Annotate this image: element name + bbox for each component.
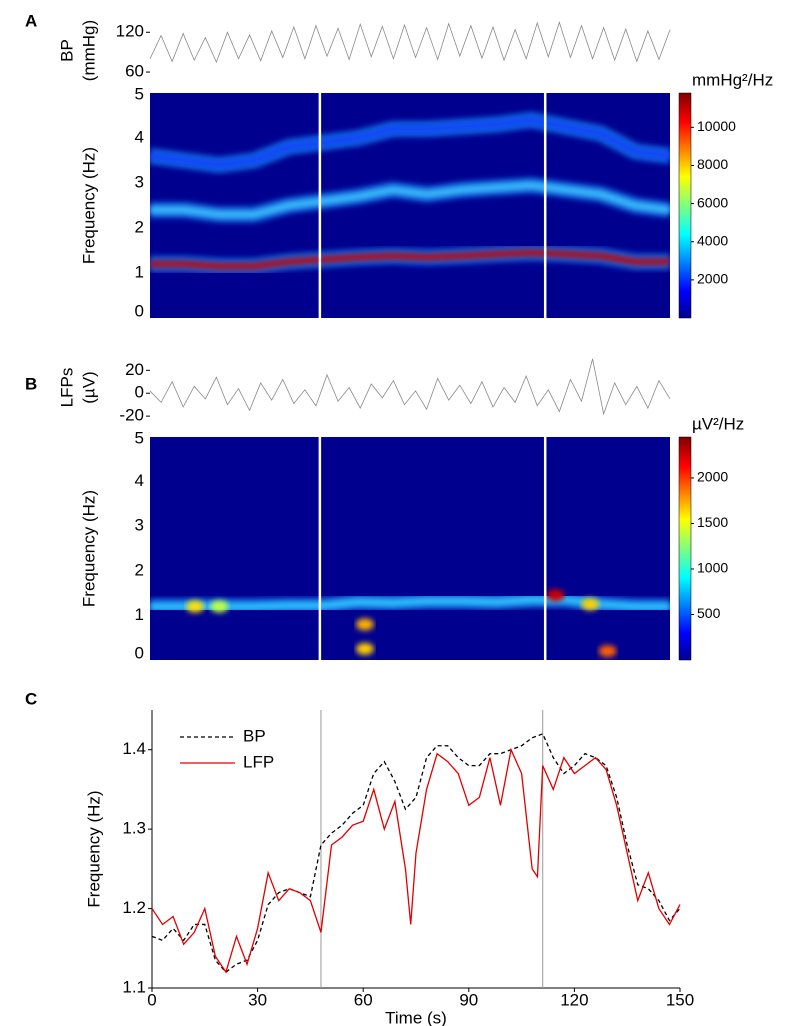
colorbar-tick-label: 1000 xyxy=(697,560,728,576)
x-tick-label: 150 xyxy=(666,990,694,1009)
panel-label: B xyxy=(25,374,37,393)
colorbar-label: µV²/Hz xyxy=(692,414,744,433)
colorbar xyxy=(678,92,692,319)
y-axis-label: Frequency (Hz) xyxy=(84,790,103,907)
spectrogram-layer xyxy=(150,589,670,658)
colorbar-tick-label: 8000 xyxy=(697,156,728,172)
colorbar-tick-label: 6000 xyxy=(697,194,728,210)
ridge xyxy=(150,116,670,169)
y-tick-label: 2 xyxy=(135,217,144,236)
series-line xyxy=(151,733,681,973)
y-tick-label: 5 xyxy=(135,428,144,447)
y-tick-label: 2 xyxy=(135,560,144,579)
colorbar-label: mmHg²/Hz xyxy=(692,70,773,89)
y-tick-label: 60 xyxy=(125,62,144,81)
legend-label: BP xyxy=(243,726,266,745)
y-tick-label: 5 xyxy=(135,84,144,103)
y-tick-label: 1 xyxy=(135,262,144,281)
hotspot xyxy=(598,645,617,658)
plot-background xyxy=(150,437,670,660)
y-tick-label: -20 xyxy=(119,406,144,425)
spectrogram-layer xyxy=(150,111,670,275)
x-axis-label: Time (s) xyxy=(385,1008,447,1026)
hotspot xyxy=(355,618,374,631)
y-axis-label: BP xyxy=(57,39,76,62)
y-tick-label: 20 xyxy=(125,360,144,379)
y-tick-label: 4 xyxy=(135,471,144,490)
y-tick-label: 0 xyxy=(135,643,144,662)
x-tick-label: 60 xyxy=(354,990,373,1009)
y-tick-label: 1.3 xyxy=(122,819,146,838)
y-axis-label: LFPs xyxy=(57,368,76,408)
hotspot xyxy=(546,589,565,602)
panel-label: C xyxy=(25,689,37,708)
colorbar-tick-label: 10000 xyxy=(697,118,736,134)
colorbar-tick-label: 2000 xyxy=(697,271,728,287)
hotspot xyxy=(186,600,205,613)
colorbar-tick-label: 1500 xyxy=(697,514,728,530)
ridge xyxy=(150,249,670,270)
trace-line xyxy=(149,20,671,64)
y-axis-label: Frequency (Hz) xyxy=(79,147,98,264)
legend-label: LFP xyxy=(243,752,274,771)
y-tick-label: 0 xyxy=(135,383,144,402)
colorbar-tick-label: 2000 xyxy=(697,469,728,485)
y-tick-label: 1 xyxy=(135,605,144,624)
hotspot xyxy=(210,600,229,613)
y-axis-label: (µV) xyxy=(79,371,98,403)
colorbar-tick-label: 4000 xyxy=(697,232,728,248)
hotspot xyxy=(355,642,374,655)
x-tick-label: 90 xyxy=(459,990,478,1009)
y-tick-label: 3 xyxy=(135,516,144,535)
trace-line xyxy=(149,358,671,416)
hotspot xyxy=(581,598,600,611)
y-tick-label: 1.4 xyxy=(122,739,146,758)
y-axis-label: Frequency (Hz) xyxy=(79,490,98,607)
y-tick-label: 4 xyxy=(135,127,144,146)
colorbar xyxy=(678,436,692,661)
y-tick-label: 1.2 xyxy=(122,898,146,917)
x-tick-label: 0 xyxy=(147,990,156,1009)
panel-label: A xyxy=(25,11,37,30)
y-tick-label: 120 xyxy=(116,22,144,41)
y-tick-label: 3 xyxy=(135,172,144,191)
y-tick-label: 1.1 xyxy=(122,977,146,996)
y-axis-label: (mmHg) xyxy=(79,20,98,81)
colorbar-tick-label: 500 xyxy=(697,605,721,621)
x-tick-label: 120 xyxy=(560,990,588,1009)
series-line xyxy=(151,747,681,974)
ridge xyxy=(150,182,670,218)
y-tick-label: 0 xyxy=(135,301,144,320)
x-tick-label: 30 xyxy=(248,990,267,1009)
